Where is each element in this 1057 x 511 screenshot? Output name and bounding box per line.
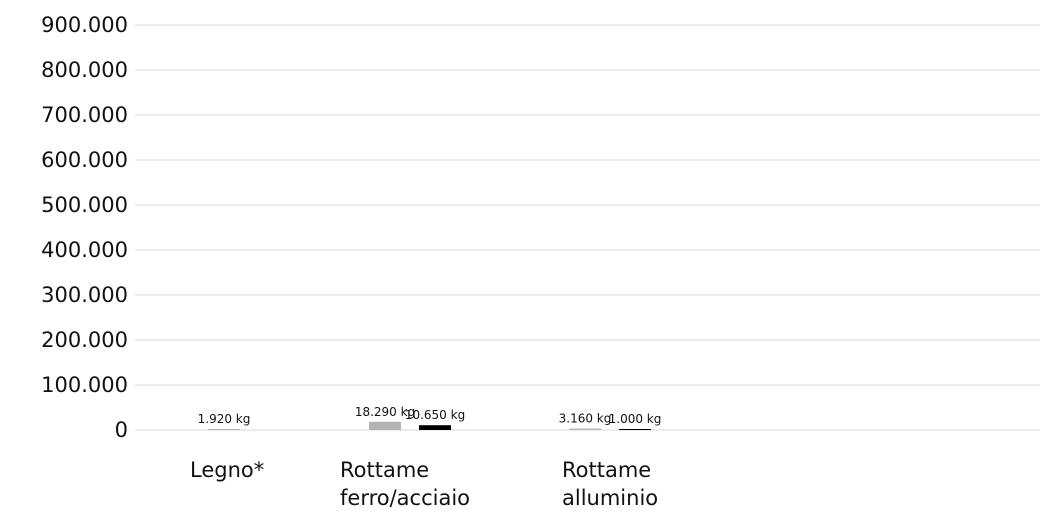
y-tick-label: 600.000 xyxy=(41,148,128,172)
bars xyxy=(208,421,651,430)
y-tick-label: 300.000 xyxy=(41,283,128,307)
bar-series1-0 xyxy=(208,429,240,430)
bar-series1-2 xyxy=(569,428,601,430)
data-label: 3.160 kg xyxy=(559,412,612,426)
y-tick-label: 0 xyxy=(115,418,128,442)
y-tick-label: 800.000 xyxy=(41,58,128,82)
data-label: 1.920 kg xyxy=(198,412,251,426)
x-axis-category-labels: Legno* Rottame ferro/acciaio Rottame allumin… xyxy=(190,458,658,510)
category-label: Rottame alluminio xyxy=(562,458,658,510)
y-tick-label: 500.000 xyxy=(41,193,128,217)
bar-series2-1 xyxy=(419,425,451,430)
y-tick-label: 900.000 xyxy=(41,13,128,37)
data-label: 1.000 kg xyxy=(609,412,662,426)
bar-series1-1 xyxy=(369,421,401,430)
category-label: Legno* xyxy=(190,458,264,482)
category-label: Rottame ferro/acciaio xyxy=(340,458,470,510)
data-label: 10.650 kg xyxy=(405,408,465,422)
y-tick-label: 200.000 xyxy=(41,328,128,352)
bar-series2-2 xyxy=(619,429,651,430)
y-tick-label: 100.000 xyxy=(41,373,128,397)
y-tick-label: 400.000 xyxy=(41,238,128,262)
y-axis-tick-labels: 0 100.000 200.000 300.000 400.000 500.000 600.… xyxy=(41,13,128,442)
gridlines xyxy=(135,24,1040,431)
data-label: 18.290 kg xyxy=(355,405,415,419)
y-tick-label: 700.000 xyxy=(41,103,128,127)
